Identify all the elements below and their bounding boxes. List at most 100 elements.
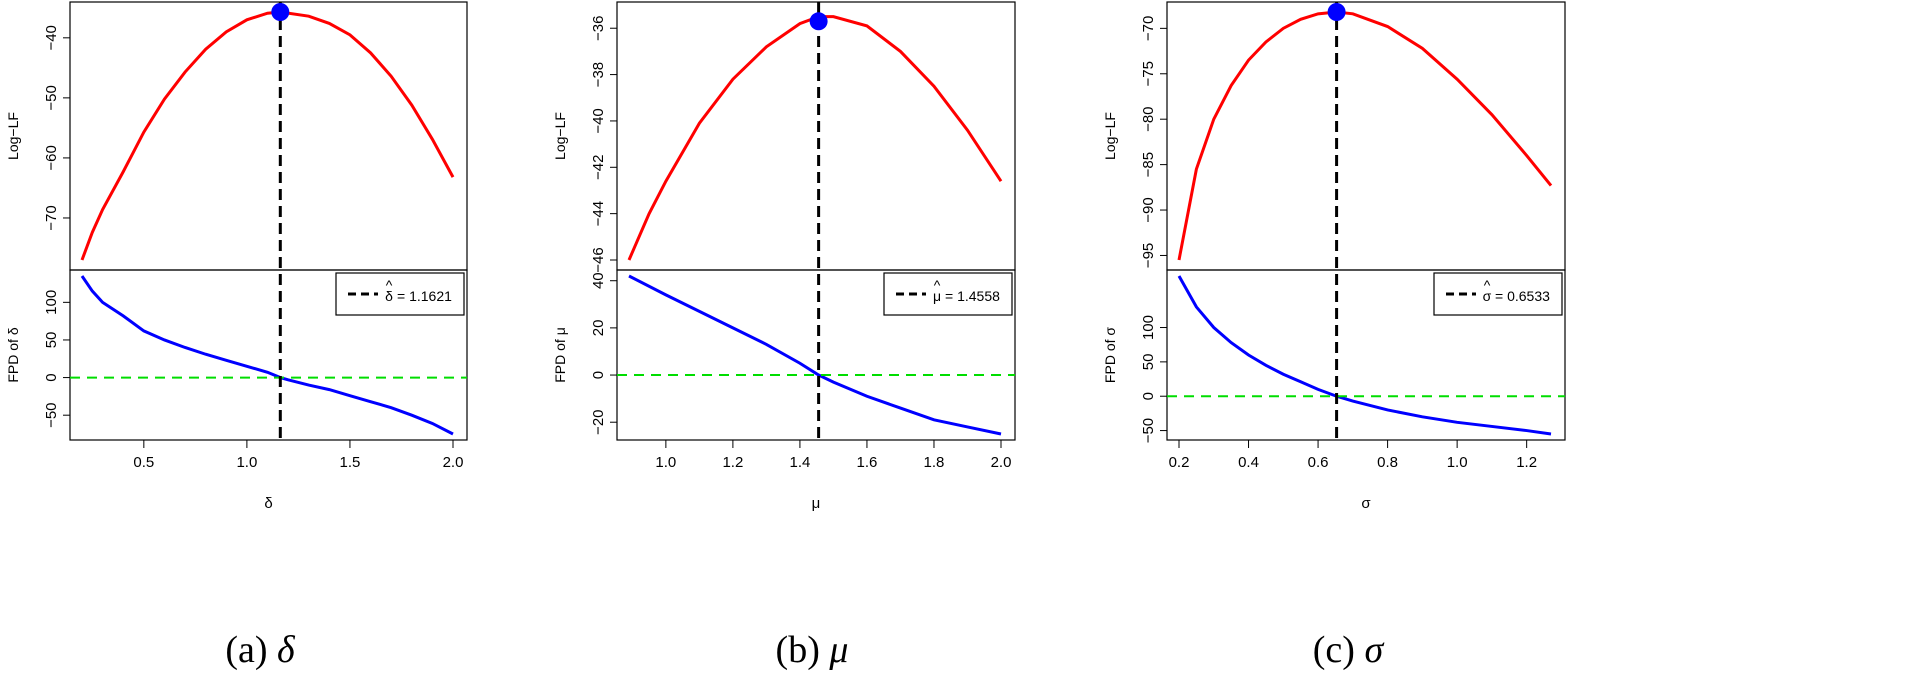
x-tick-label: 1.2 <box>722 454 743 471</box>
x-axis-label: δ <box>264 495 272 512</box>
y-tick-label: −75 <box>1140 61 1157 86</box>
y-tick-label: 0 <box>1140 392 1157 400</box>
top-panel: −36 −38 −40 −42 −44 −46 Log−LF <box>552 1 1016 273</box>
y-tick-label: 0 <box>590 371 607 379</box>
top-y-axis-label: Log−LF <box>5 112 21 160</box>
y-tick-label: −38 <box>590 62 607 87</box>
x-tick-label: 1.6 <box>857 454 878 471</box>
legend-hat-symbol: μ <box>933 288 941 304</box>
y-tick-label: −36 <box>590 15 607 40</box>
x-tick-label: 1.5 <box>340 454 361 471</box>
x-tick-label: 1.8 <box>924 454 945 471</box>
y-tick-label: −80 <box>1140 106 1157 131</box>
x-tick-label: 1.0 <box>1447 454 1468 471</box>
x-tick-label: 1.0 <box>655 454 676 471</box>
x-tick-label: 0.5 <box>133 454 154 471</box>
y-tick-label: −40 <box>43 25 60 50</box>
bottom-y-axis-label: FPD of δ <box>5 327 21 382</box>
y-tick-label: −70 <box>1140 16 1157 41</box>
x-axis-label: μ <box>812 495 821 512</box>
y-tick-label: −85 <box>1140 152 1157 177</box>
x-tick-label: 1.4 <box>789 454 810 471</box>
bottom-panel: 100 50 0 −50 FPD of δ <box>5 269 468 441</box>
log-lf-curve <box>80 10 455 261</box>
y-tick-label: 50 <box>1140 354 1157 371</box>
legend-value: = 0.6533 <box>1495 288 1550 304</box>
fpd-curve <box>628 274 1002 436</box>
y-tick-label: −50 <box>43 85 60 110</box>
caption-prefix: (b) <box>776 629 830 671</box>
fpd-curve <box>80 275 454 436</box>
bottom-y-axis-label: FPD of μ <box>552 327 568 383</box>
top-panel-frame <box>616 1 1016 271</box>
bottom-panel: 40 20 0 −20 FPD of μ <box>552 269 1016 441</box>
y-tick-label: −70 <box>43 205 60 230</box>
legend-hat-accent: ^ <box>1484 277 1491 293</box>
y-tick-label: −50 <box>43 402 60 427</box>
y-tick-label: −40 <box>590 108 607 133</box>
legend-hat-accent: ^ <box>934 277 941 293</box>
y-tick-label: 40 <box>590 272 607 289</box>
x-tick-label: 2.0 <box>991 454 1012 471</box>
chart-3: −70 −75 −80 −85 −90 −95 Log−LF 100 50 0 −50 FPD of … <box>1102 1 1566 671</box>
top-panel-frame <box>1166 1 1566 271</box>
top-panel: −70 −75 −80 −85 −90 −95 Log−LF <box>1102 1 1566 271</box>
y-tick-label: −90 <box>1140 197 1157 222</box>
y-tick-label: −50 <box>1140 418 1157 443</box>
log-lf-curve <box>627 15 1003 261</box>
fpd-curve <box>1177 275 1552 436</box>
y-tick-label: −42 <box>590 155 607 180</box>
log-lf-curve <box>1177 10 1553 261</box>
x-tick-label: 1.2 <box>1516 454 1537 471</box>
caption-prefix: (c) <box>1313 629 1365 671</box>
y-tick-label: −95 <box>1140 243 1157 268</box>
legend-hat-symbol: σ <box>1483 288 1492 304</box>
legend-value: = 1.1621 <box>397 288 452 304</box>
y-tick-label: 100 <box>43 290 60 315</box>
legend: δ^= 1.1621 <box>335 272 465 316</box>
legend-box <box>1433 272 1563 316</box>
legend-box <box>883 272 1013 316</box>
legend-hat-accent: ^ <box>386 277 393 293</box>
x-tick-label: 2.0 <box>443 454 464 471</box>
x-axis: 0.2 0.4 0.6 0.8 1.0 1.2 σ <box>1169 440 1537 512</box>
y-tick-label: 100 <box>1140 315 1157 340</box>
chart-2: −36 −38 −40 −42 −44 −46 Log−LF 40 20 0 −20 FPD of μ… <box>552 1 1016 671</box>
y-tick-label: 20 <box>590 320 607 337</box>
caption-symbol: δ <box>277 629 296 671</box>
bottom-panel: 100 50 0 −50 FPD of σ <box>1102 269 1566 443</box>
caption-prefix: (a) <box>225 629 277 671</box>
x-tick-label: 0.4 <box>1238 454 1259 471</box>
x-axis-label: σ <box>1361 495 1371 512</box>
legend-value: = 1.4558 <box>945 288 1000 304</box>
y-tick-label: 0 <box>43 373 60 381</box>
mle-point <box>1327 3 1346 21</box>
x-tick-label: 0.2 <box>1169 454 1190 471</box>
legend: σ^= 0.6533 <box>1433 272 1563 316</box>
x-tick-label: 0.8 <box>1377 454 1398 471</box>
caption-symbol: σ <box>1364 629 1384 671</box>
y-tick-label: −60 <box>43 145 60 170</box>
mle-point <box>271 3 290 21</box>
caption-symbol: μ <box>828 629 848 671</box>
y-tick-label: −46 <box>590 247 607 272</box>
x-tick-label: 1.0 <box>236 454 257 471</box>
y-tick-label: −44 <box>590 201 607 226</box>
top-y-axis-label: Log−LF <box>552 112 568 160</box>
x-axis: 0.5 1.0 1.5 2.0 δ <box>133 440 463 512</box>
bottom-y-axis-label: FPD of σ <box>1102 327 1118 383</box>
mle-point <box>809 12 828 31</box>
y-tick-label: −20 <box>590 409 607 434</box>
x-axis: 1.0 1.2 1.4 1.6 1.8 2.0 μ <box>655 440 1011 512</box>
top-y-axis-label: Log−LF <box>1102 112 1118 160</box>
y-tick-label: 50 <box>43 332 60 349</box>
x-tick-label: 0.6 <box>1308 454 1329 471</box>
legend-hat-symbol: δ <box>385 288 393 304</box>
top-panel: −40 −50 −60 −70 Log−LF <box>5 1 468 271</box>
subfigure-caption: (a) δ <box>225 629 296 671</box>
bottom-panel-frame <box>616 269 1016 441</box>
bottom-panel-frame <box>69 269 468 441</box>
subfigure-caption: (c) σ <box>1313 629 1385 671</box>
